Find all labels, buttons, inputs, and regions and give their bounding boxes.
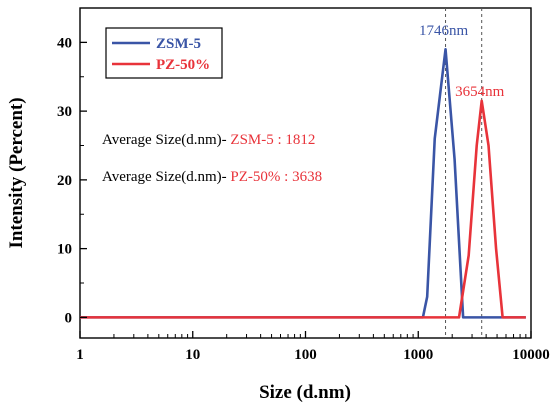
peak-lines: 1746nm 3654nm bbox=[419, 8, 505, 338]
y-axis-title: Intensity (Percent) bbox=[6, 97, 27, 248]
annotation-value: PZ-50% : 3638 bbox=[230, 169, 322, 185]
average-size-annotation: Average Size(d.nm)- PZ-50% : 3638 bbox=[102, 169, 322, 185]
x-tick-label: 10 bbox=[185, 347, 200, 363]
legend-label: ZSM-5 bbox=[156, 36, 201, 52]
series-line-pz-50- bbox=[80, 99, 526, 319]
average-size-annotation: Average Size(d.nm)- ZSM-5 : 1812 bbox=[102, 132, 315, 148]
legend: ZSM-5 PZ-50% bbox=[105, 27, 223, 79]
annotation-value: ZSM-5 : 1812 bbox=[230, 132, 315, 148]
annotations: Average Size(d.nm)- ZSM-5 : 1812Average … bbox=[102, 132, 322, 185]
y-tick-label: 30 bbox=[57, 104, 72, 120]
series-line-zsm-5 bbox=[80, 47, 526, 319]
x-tick-label: 10000 bbox=[512, 347, 550, 363]
x-tick-label: 100 bbox=[294, 347, 317, 363]
x-axis: 1 10 100 1000 10000 bbox=[76, 331, 550, 363]
y-tick-label: 20 bbox=[57, 173, 72, 189]
peak-label: 1746nm bbox=[419, 23, 469, 39]
y-tick-label: 40 bbox=[57, 35, 72, 51]
y-tick-label: 10 bbox=[57, 242, 72, 258]
legend-label: PZ-50% bbox=[156, 57, 210, 73]
x-axis-title: Size (d.nm) bbox=[259, 382, 351, 403]
legend-box bbox=[105, 27, 223, 79]
annotation-prefix: Average Size(d.nm)- bbox=[102, 132, 230, 148]
annotation-prefix: Average Size(d.nm)- bbox=[102, 169, 230, 185]
peak-label: 3654nm bbox=[455, 84, 505, 100]
y-axis: 0 10 20 30 40 bbox=[57, 7, 87, 326]
series-layer bbox=[80, 47, 526, 319]
x-tick-label: 1000 bbox=[403, 347, 433, 363]
x-tick-label: 1 bbox=[76, 347, 84, 363]
y-tick-label: 0 bbox=[65, 310, 73, 326]
